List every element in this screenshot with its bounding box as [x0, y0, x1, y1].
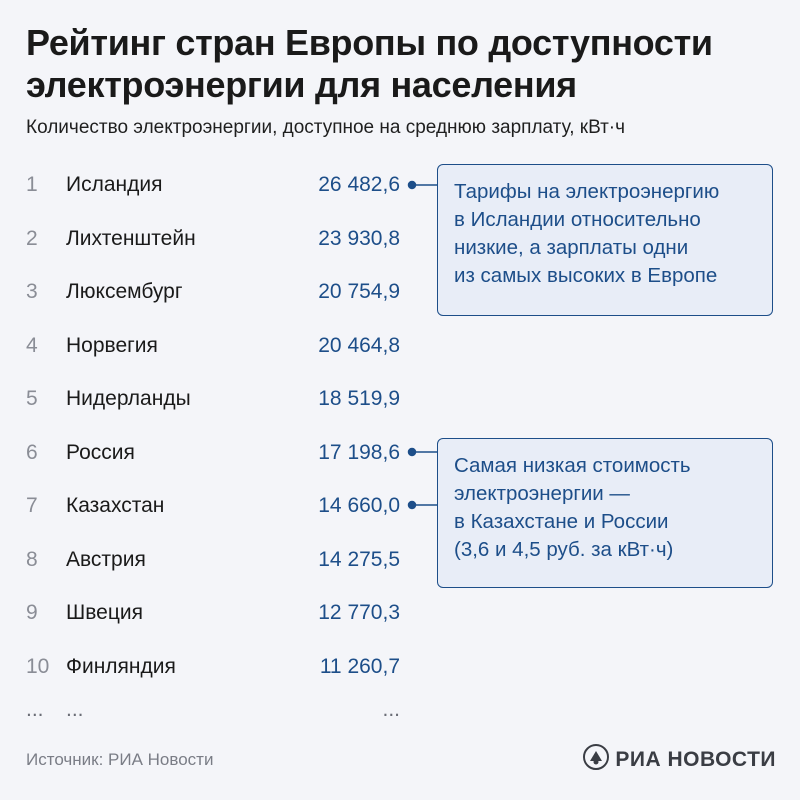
country-label: Норвегия [66, 333, 158, 357]
callout-text-line: (3,6 и 4,5 руб. за кВт·ч) [454, 538, 674, 561]
value-label: 14 660,0 [318, 494, 400, 517]
country-label: Нидерланды [66, 387, 191, 410]
ria-novosti-logo-icon [583, 744, 610, 775]
country-label: Лихтенштейн [66, 226, 196, 250]
logo-text: РИА НОВОСТИ [615, 747, 776, 771]
table-row: 2 Лихтенштейн 23 930,8 [26, 224, 406, 254]
table-row: 8 Австрия 14 275,5 [26, 545, 406, 575]
rank-label: 1 [26, 173, 38, 196]
ellipsis-country: ... [66, 698, 84, 721]
table-row: 4 Норвегия 20 464,8 [26, 331, 406, 361]
rank-label: 6 [26, 440, 38, 464]
ellipsis-rank: ... [26, 698, 44, 721]
connector-dot [407, 500, 417, 510]
table-row: 1 Исландия 26 482,6 [26, 170, 406, 200]
callout-text-line: низкие, а зарплаты одни [454, 236, 689, 259]
rank-label: 10 [26, 654, 50, 678]
value-label: 23 930,8 [318, 226, 400, 250]
rank-label: 5 [26, 387, 38, 410]
country-label: Швеция [66, 601, 143, 624]
country-label: Россия [66, 440, 135, 464]
ria-logo: РИА НОВОСТИ [583, 744, 776, 775]
callout-box: Тарифы на электроэнергию в Исландии относ… [437, 164, 773, 316]
value-label: 14 275,5 [318, 547, 400, 571]
country-label: Люксембург [66, 280, 183, 303]
callout-text-line: Тарифы на электроэнергию [454, 180, 720, 203]
value-label: 20 754,9 [318, 280, 400, 303]
table-row: 6 Россия 17 198,6 [26, 438, 406, 468]
rank-label: 8 [26, 547, 38, 571]
page-subtitle: Количество электроэнергии, доступное на … [26, 117, 626, 138]
callout-text-line: в Казахстане и России [454, 510, 669, 533]
table-row: 3 Люксембург 20 754,9 [26, 277, 406, 307]
table-row: 10 Финляндия 11 260,7 [26, 652, 406, 682]
table-row: 5 Нидерланды 18 519,9 [26, 384, 406, 414]
callout-text-line: электроэнергии — [454, 482, 630, 505]
table-row: 9 Швеция 12 770,3 [26, 598, 406, 628]
rank-label: 4 [26, 333, 38, 357]
connector-dot [407, 180, 417, 190]
value-label: 17 198,6 [318, 440, 400, 464]
ellipsis-value: ... [382, 698, 400, 721]
rank-label: 2 [26, 226, 38, 250]
callout-text-line: в Исландии относительно [454, 208, 701, 231]
callout-box: Самая низкая стоимость электроэнергии — в … [437, 438, 773, 588]
table-row: 7 Казахстан 14 660,0 [26, 491, 406, 521]
country-label: Казахстан [66, 494, 165, 517]
callout-text-line: из самых высоких в Европе [454, 264, 718, 287]
connector-dot [407, 447, 417, 457]
value-label: 11 260,7 [319, 654, 400, 678]
ellipsis-row: ......... [26, 695, 406, 725]
country-label: Австрия [66, 547, 146, 571]
value-label: 12 770,3 [318, 601, 400, 624]
country-label: Исландия [66, 173, 163, 196]
callout-text-line: Самая низкая стоимость [454, 454, 691, 477]
value-label: 18 519,9 [318, 387, 400, 410]
rank-label: 9 [26, 601, 38, 624]
value-label: 20 464,8 [318, 333, 400, 357]
country-label: Финляндия [66, 654, 176, 678]
rank-label: 3 [26, 280, 38, 303]
value-label: 26 482,6 [318, 173, 400, 196]
rank-label: 7 [26, 494, 38, 517]
page-title: Рейтинг стран Европы по доступности элек… [26, 22, 713, 105]
source-note: Источник: РИА Новости [26, 750, 214, 769]
